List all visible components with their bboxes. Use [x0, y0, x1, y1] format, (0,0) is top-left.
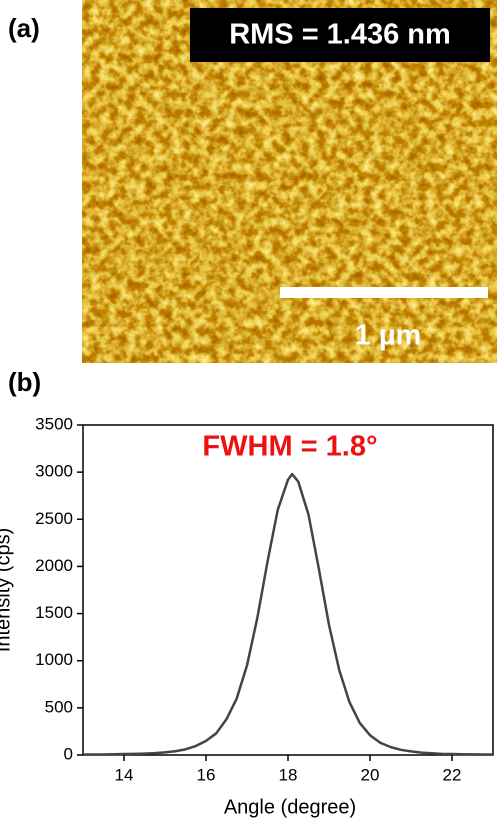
x-tick-label: 20 — [361, 765, 380, 784]
x-tick-label: 16 — [197, 765, 216, 784]
y-tick-label: 1000 — [35, 650, 73, 669]
y-tick-label: 1500 — [35, 603, 73, 622]
y-tick-label: 2500 — [35, 509, 73, 528]
panel-label: (b) — [8, 367, 41, 397]
y-tick-label: 2000 — [35, 556, 73, 575]
plot-frame — [82, 424, 494, 756]
scale-label: 1 µm — [355, 320, 422, 352]
y-tick-label: 0 — [64, 744, 73, 763]
data-line — [83, 472, 493, 756]
rms-text: RMS = 1.436 nm — [229, 19, 451, 51]
x-axis-label: Angle (degree) — [224, 796, 356, 818]
x-tick-label: 22 — [443, 765, 462, 784]
scale-bar — [280, 287, 488, 298]
y-tick-label: 3500 — [35, 414, 73, 433]
y-tick-label: 3000 — [35, 462, 73, 481]
rms-box — [190, 8, 490, 62]
x-tick-label: 18 — [279, 765, 298, 784]
x-tick-label: 14 — [115, 765, 134, 784]
y-tick-label: 500 — [45, 697, 73, 716]
y-axis-label: Intensity (cps) — [0, 528, 14, 652]
annotation: FWHM = 1.8° — [202, 431, 377, 463]
panel-label: (a) — [8, 13, 40, 43]
